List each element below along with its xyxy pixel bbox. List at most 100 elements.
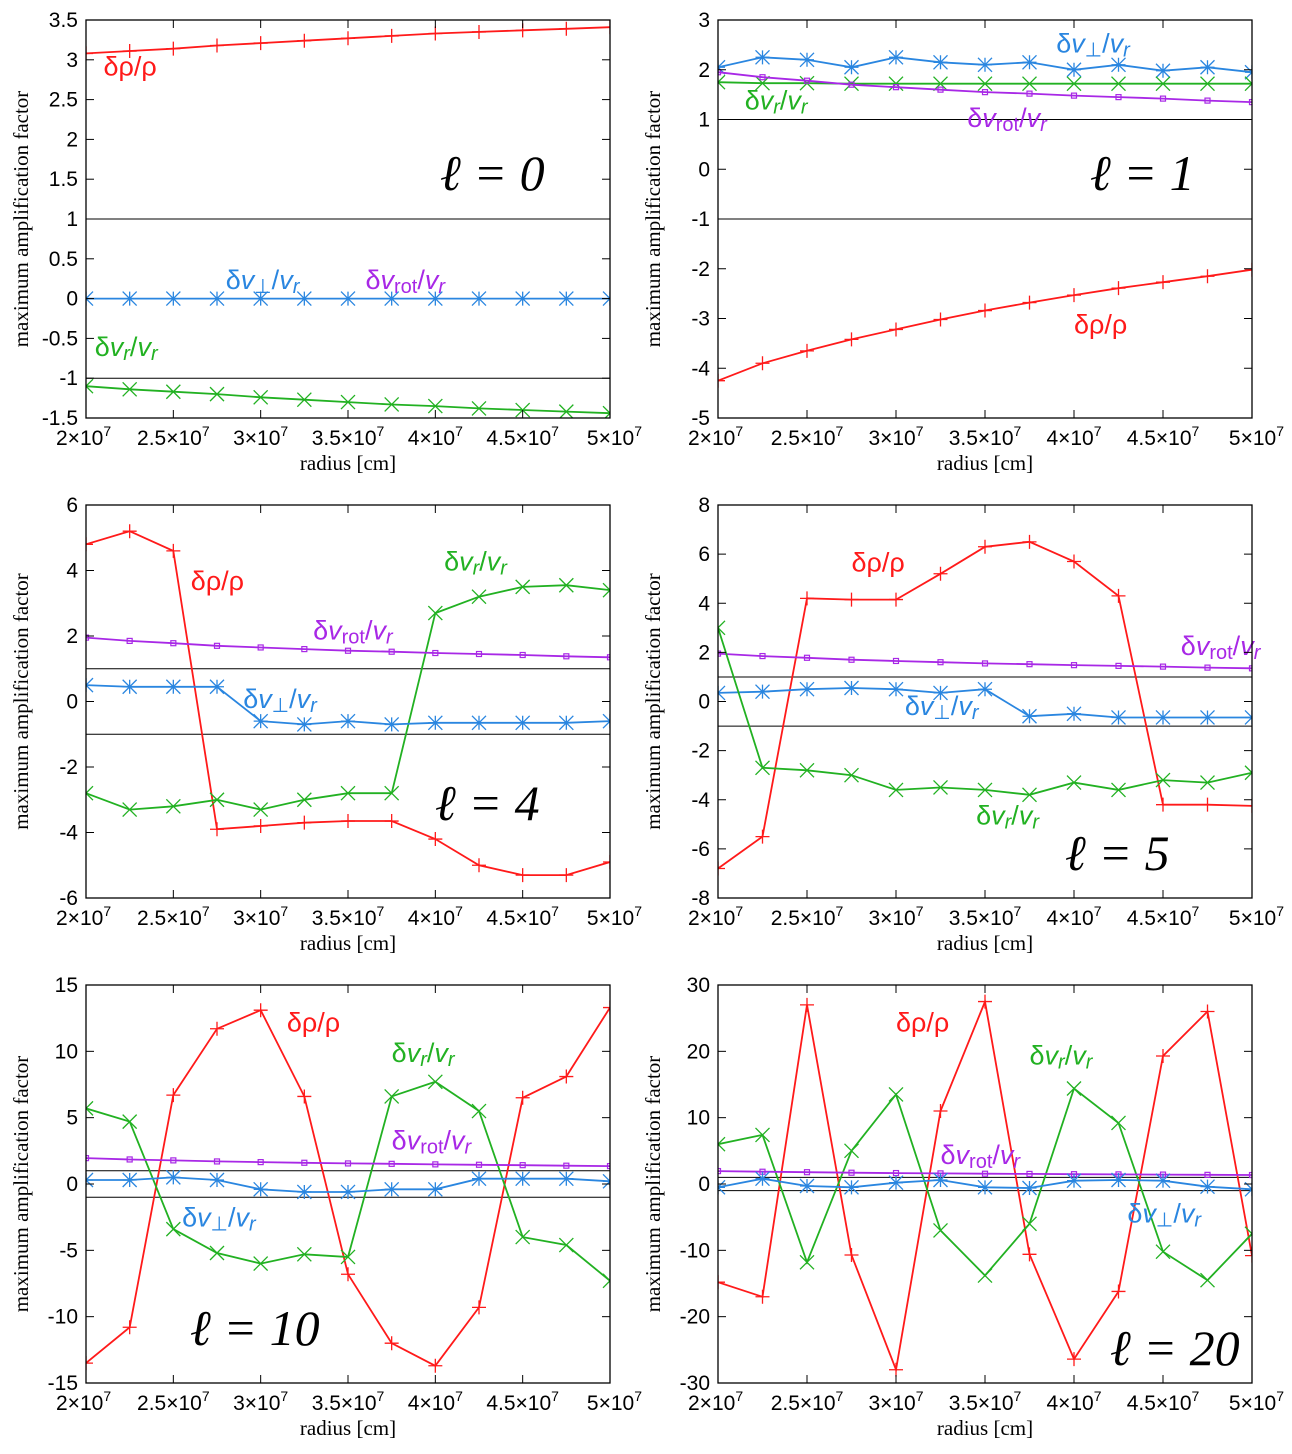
series-label: δvr/vr	[745, 86, 809, 119]
data-point	[166, 41, 181, 56]
data-point	[1066, 1173, 1082, 1189]
ell-label: ℓ = 1	[1090, 145, 1195, 201]
data-point	[933, 1104, 948, 1119]
axes-frame	[85, 504, 611, 899]
data-point	[475, 650, 483, 658]
data-point	[296, 716, 312, 732]
data-point	[1111, 1172, 1126, 1188]
y-tick-label: 30	[687, 974, 710, 997]
data-point	[563, 1162, 570, 1169]
data-point	[844, 332, 859, 347]
data-point	[892, 84, 900, 91]
y-tick-label: 0	[66, 1173, 78, 1196]
data-point	[515, 715, 531, 731]
data-point	[1022, 295, 1037, 310]
data-point	[1204, 664, 1211, 671]
y-tick-label: -20	[680, 1306, 710, 1329]
y-tick-label: -2	[691, 740, 710, 763]
x-tick-label: 2×107	[56, 423, 111, 450]
data-point	[209, 679, 225, 695]
data-point	[755, 49, 770, 65]
y-tick-label: 6	[698, 543, 710, 566]
data-point	[344, 1160, 352, 1167]
x-tick-label: 4.5×107	[486, 423, 559, 450]
x-axis-title: radius [cm]	[937, 931, 1033, 955]
data-point	[1066, 706, 1082, 722]
y-tick-label: 6	[66, 494, 78, 517]
series-label: δvrot/vr	[1181, 631, 1262, 664]
y-tick-label: 0	[698, 158, 710, 181]
data-point	[1155, 63, 1171, 79]
data-point	[210, 822, 224, 837]
data-point	[1204, 97, 1211, 104]
y-tick-label: 3	[66, 49, 78, 72]
data-point	[428, 1358, 443, 1373]
series-label: δvr/vr	[95, 332, 159, 365]
data-point	[1244, 1226, 1252, 1242]
data-point	[558, 291, 574, 307]
x-tick-label: 2.5×107	[137, 903, 210, 930]
data-point	[471, 400, 487, 416]
chart-panel-4: δρ/ρ δvr/vr δvrot/vr δv⊥/vr -15 -10 -5 0 5 10 15 2×…	[9, 974, 642, 1440]
data-point	[844, 680, 859, 696]
data-point	[170, 1157, 177, 1164]
data-point	[800, 343, 814, 358]
data-point	[1155, 76, 1171, 92]
data-point	[1248, 1171, 1252, 1179]
data-point	[253, 802, 269, 818]
data-point	[978, 539, 992, 554]
data-point	[755, 1289, 770, 1304]
y-tick-label: -1	[691, 208, 710, 231]
data-point	[344, 647, 352, 654]
data-point	[977, 681, 993, 697]
data-point	[977, 76, 993, 92]
ell-label: ℓ = 10	[190, 1300, 320, 1356]
data-point	[1155, 1173, 1171, 1189]
data-point	[563, 653, 570, 660]
data-point	[559, 868, 574, 883]
data-point	[1066, 775, 1082, 791]
y-axis-title: maximum amplification factor	[641, 91, 665, 348]
data-point	[799, 681, 815, 697]
series-label: δvrot/vr	[365, 265, 446, 298]
x-tick-label: 2.5×107	[771, 423, 844, 450]
data-point	[165, 1169, 181, 1185]
data-point	[475, 1161, 483, 1168]
data-point	[937, 86, 944, 93]
data-point	[296, 392, 312, 408]
data-point	[1111, 710, 1126, 725]
data-point	[384, 1088, 400, 1104]
data-point	[253, 291, 269, 307]
data-point	[297, 33, 312, 48]
data-point	[471, 1171, 487, 1187]
data-point	[933, 76, 948, 92]
data-point	[166, 1088, 181, 1103]
x-tick-label: 4.5×107	[486, 1388, 559, 1415]
data-point	[427, 1074, 443, 1090]
x-tick-label: 3×107	[233, 423, 288, 450]
data-point	[122, 524, 137, 539]
data-point	[933, 780, 948, 795]
data-point	[1200, 269, 1215, 284]
data-point	[844, 592, 859, 607]
data-point	[86, 1155, 90, 1162]
data-point	[1244, 76, 1252, 92]
data-point	[844, 767, 859, 783]
data-point	[427, 291, 443, 307]
data-point	[1248, 98, 1252, 106]
data-point	[977, 1179, 993, 1195]
y-tick-label: 2	[698, 59, 710, 82]
x-tick-label: 2.5×107	[137, 1388, 210, 1415]
data-point	[844, 76, 859, 92]
series-group	[718, 49, 1252, 388]
x-tick-label: 5×107	[1229, 423, 1284, 450]
ell-label: ℓ = 4	[435, 775, 540, 831]
data-point	[1155, 1244, 1171, 1260]
series-label: δvr/vr	[976, 800, 1040, 833]
data-point	[519, 1162, 526, 1169]
data-point	[122, 44, 137, 59]
y-tick-label: -30	[680, 1372, 710, 1395]
data-point	[606, 1162, 610, 1170]
data-point	[799, 52, 815, 68]
